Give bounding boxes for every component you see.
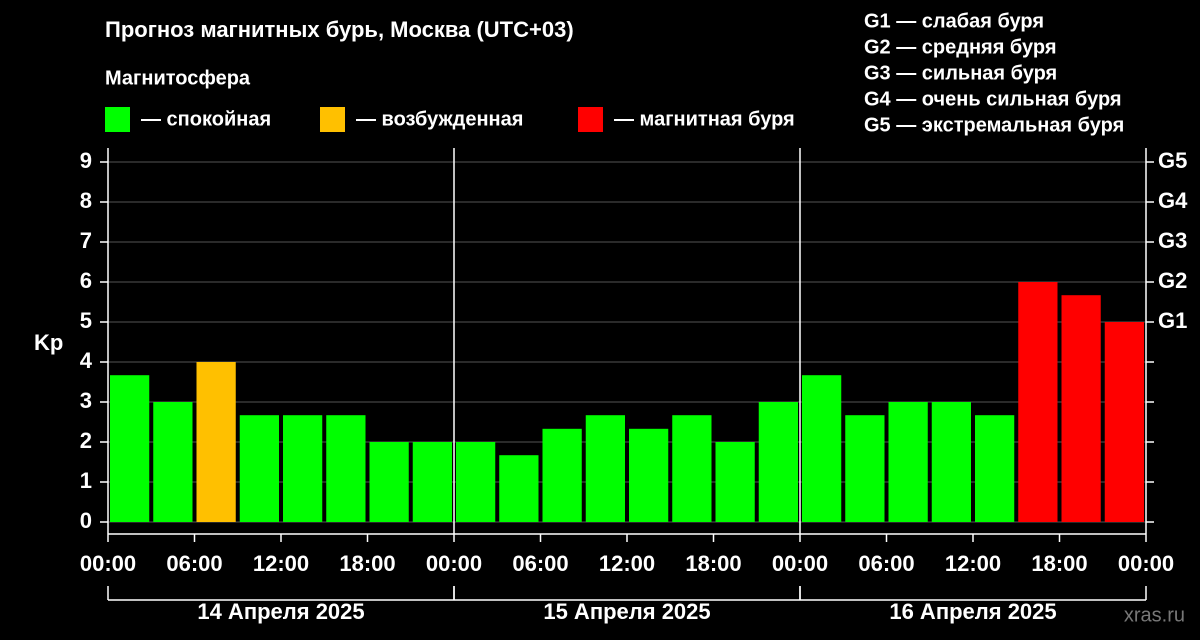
y-tick-label: 6 [80,268,92,293]
legend-swatch [320,107,345,132]
y-tick-label: 4 [80,348,93,373]
legend-label: — спокойная [141,108,271,130]
bar [326,415,366,522]
x-tick-label: 18:00 [685,551,741,576]
legend-title: Магнитосфера [105,67,251,89]
y2-tick-label: G1 [1158,308,1187,333]
bar [845,415,885,522]
chart-title: Прогноз магнитных бурь, Москва (UTC+03) [105,17,574,42]
y-tick-label: 5 [80,308,92,333]
x-tick-label: 12:00 [945,551,1001,576]
bar [1104,322,1144,522]
source: xras.ru [1124,604,1185,626]
y-tick-label: 1 [80,468,92,493]
x-tick-label: 00:00 [1118,551,1174,576]
x-tick-label: 12:00 [253,551,309,576]
x-tick-label: 18:00 [339,551,395,576]
bar [975,415,1015,522]
legend-label: — возбужденная [356,108,523,130]
bar [888,402,928,522]
legend-swatch [578,107,603,132]
day-label: 16 Апреля 2025 [889,599,1056,624]
storm-scale-label: G2 — средняя буря [864,36,1057,58]
bar [153,402,193,522]
bar [1061,295,1101,522]
legend-swatch [105,107,130,132]
x-tick-label: 06:00 [512,551,568,576]
y-axis-label: Kp [34,330,63,355]
bar [1018,282,1058,522]
x-tick-label: 06:00 [166,551,222,576]
y2-tick-label: G3 [1158,228,1187,253]
x-tick-label: 06:00 [858,551,914,576]
bar [239,415,279,522]
y-tick-label: 2 [80,428,92,453]
x-tick-label: 00:00 [426,551,482,576]
bar [369,442,409,522]
bar [283,415,323,522]
x-tick-label: 00:00 [772,551,828,576]
bar [456,442,496,522]
x-tick-label: 18:00 [1031,551,1087,576]
y2-tick-label: G5 [1158,148,1187,173]
bar [802,375,842,522]
y2-tick-label: G2 [1158,268,1187,293]
bar [629,428,669,522]
bar [412,442,452,522]
bar [110,375,150,522]
y-tick-label: 7 [80,228,92,253]
y-tick-label: 9 [80,148,92,173]
legend-label: — магнитная буря [614,108,795,130]
y2-tick-label: G4 [1158,188,1188,213]
bar [499,455,539,522]
bar [931,402,971,522]
bar [715,442,755,522]
bar [542,428,582,522]
storm-scale-label: G3 — сильная буря [864,62,1057,84]
bar [585,415,625,522]
x-tick-label: 12:00 [599,551,655,576]
bar [672,415,712,522]
bar [196,362,236,522]
storm-scale-label: G4 — очень сильная буря [864,88,1122,110]
y-tick-label: 3 [80,388,92,413]
x-tick-label: 00:00 [80,551,136,576]
storm-scale-label: G1 — слабая буря [864,10,1044,32]
y-tick-label: 8 [80,188,92,213]
y-tick-label: 0 [80,508,92,533]
bar [758,402,798,522]
storm-scale-label: G5 — экстремальная буря [864,114,1124,136]
day-label: 15 Апреля 2025 [543,599,710,624]
day-label: 14 Апреля 2025 [197,599,364,624]
